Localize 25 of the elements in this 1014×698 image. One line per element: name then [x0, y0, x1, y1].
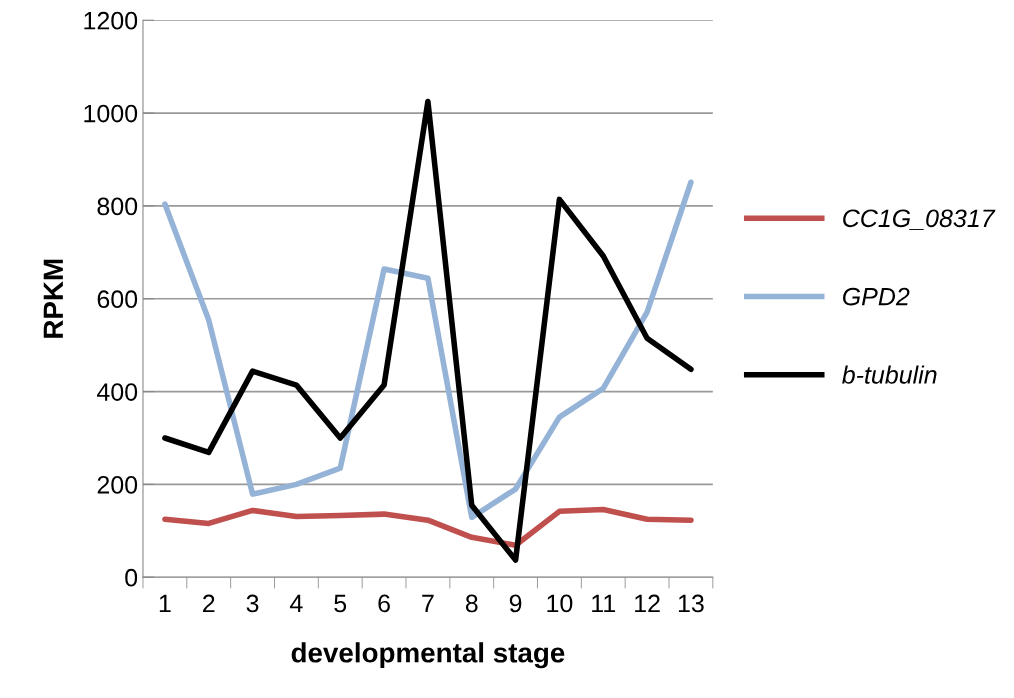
x-tick-label: 8: [465, 594, 478, 613]
x-tick-label: 3: [246, 594, 259, 613]
y-tick-label: 1200: [84, 11, 138, 30]
x-tick-label: 1: [159, 594, 171, 613]
x-tick-label: 4: [290, 594, 303, 613]
x-tick-label: 10: [547, 594, 573, 613]
x-tick-label: 7: [422, 594, 434, 613]
x-axis-title: developmental stage: [291, 642, 565, 669]
x-tick-label: 9: [509, 594, 522, 613]
x-tick-label: 2: [203, 594, 215, 613]
y-tick-label: 0: [125, 568, 138, 587]
y-tick-label: 600: [97, 290, 138, 309]
y-tick-label: 1000: [84, 104, 138, 123]
legend-label: CC1G_08317: [843, 209, 996, 230]
y-tick-label: 400: [96, 383, 138, 401]
x-tick-label: 5: [334, 594, 347, 613]
x-tick-label: 11: [592, 594, 616, 613]
y-tick-label: 200: [97, 476, 138, 494]
legend-label: GPD2: [842, 287, 910, 306]
x-tick-label: 6: [378, 594, 390, 613]
y-axis-title: RPKM: [43, 259, 63, 338]
x-tick-label: 12: [635, 594, 660, 613]
y-tick-label: 800: [97, 197, 138, 216]
legend-label: b-tubulin: [842, 365, 937, 384]
x-tick-label: 13: [678, 594, 704, 613]
